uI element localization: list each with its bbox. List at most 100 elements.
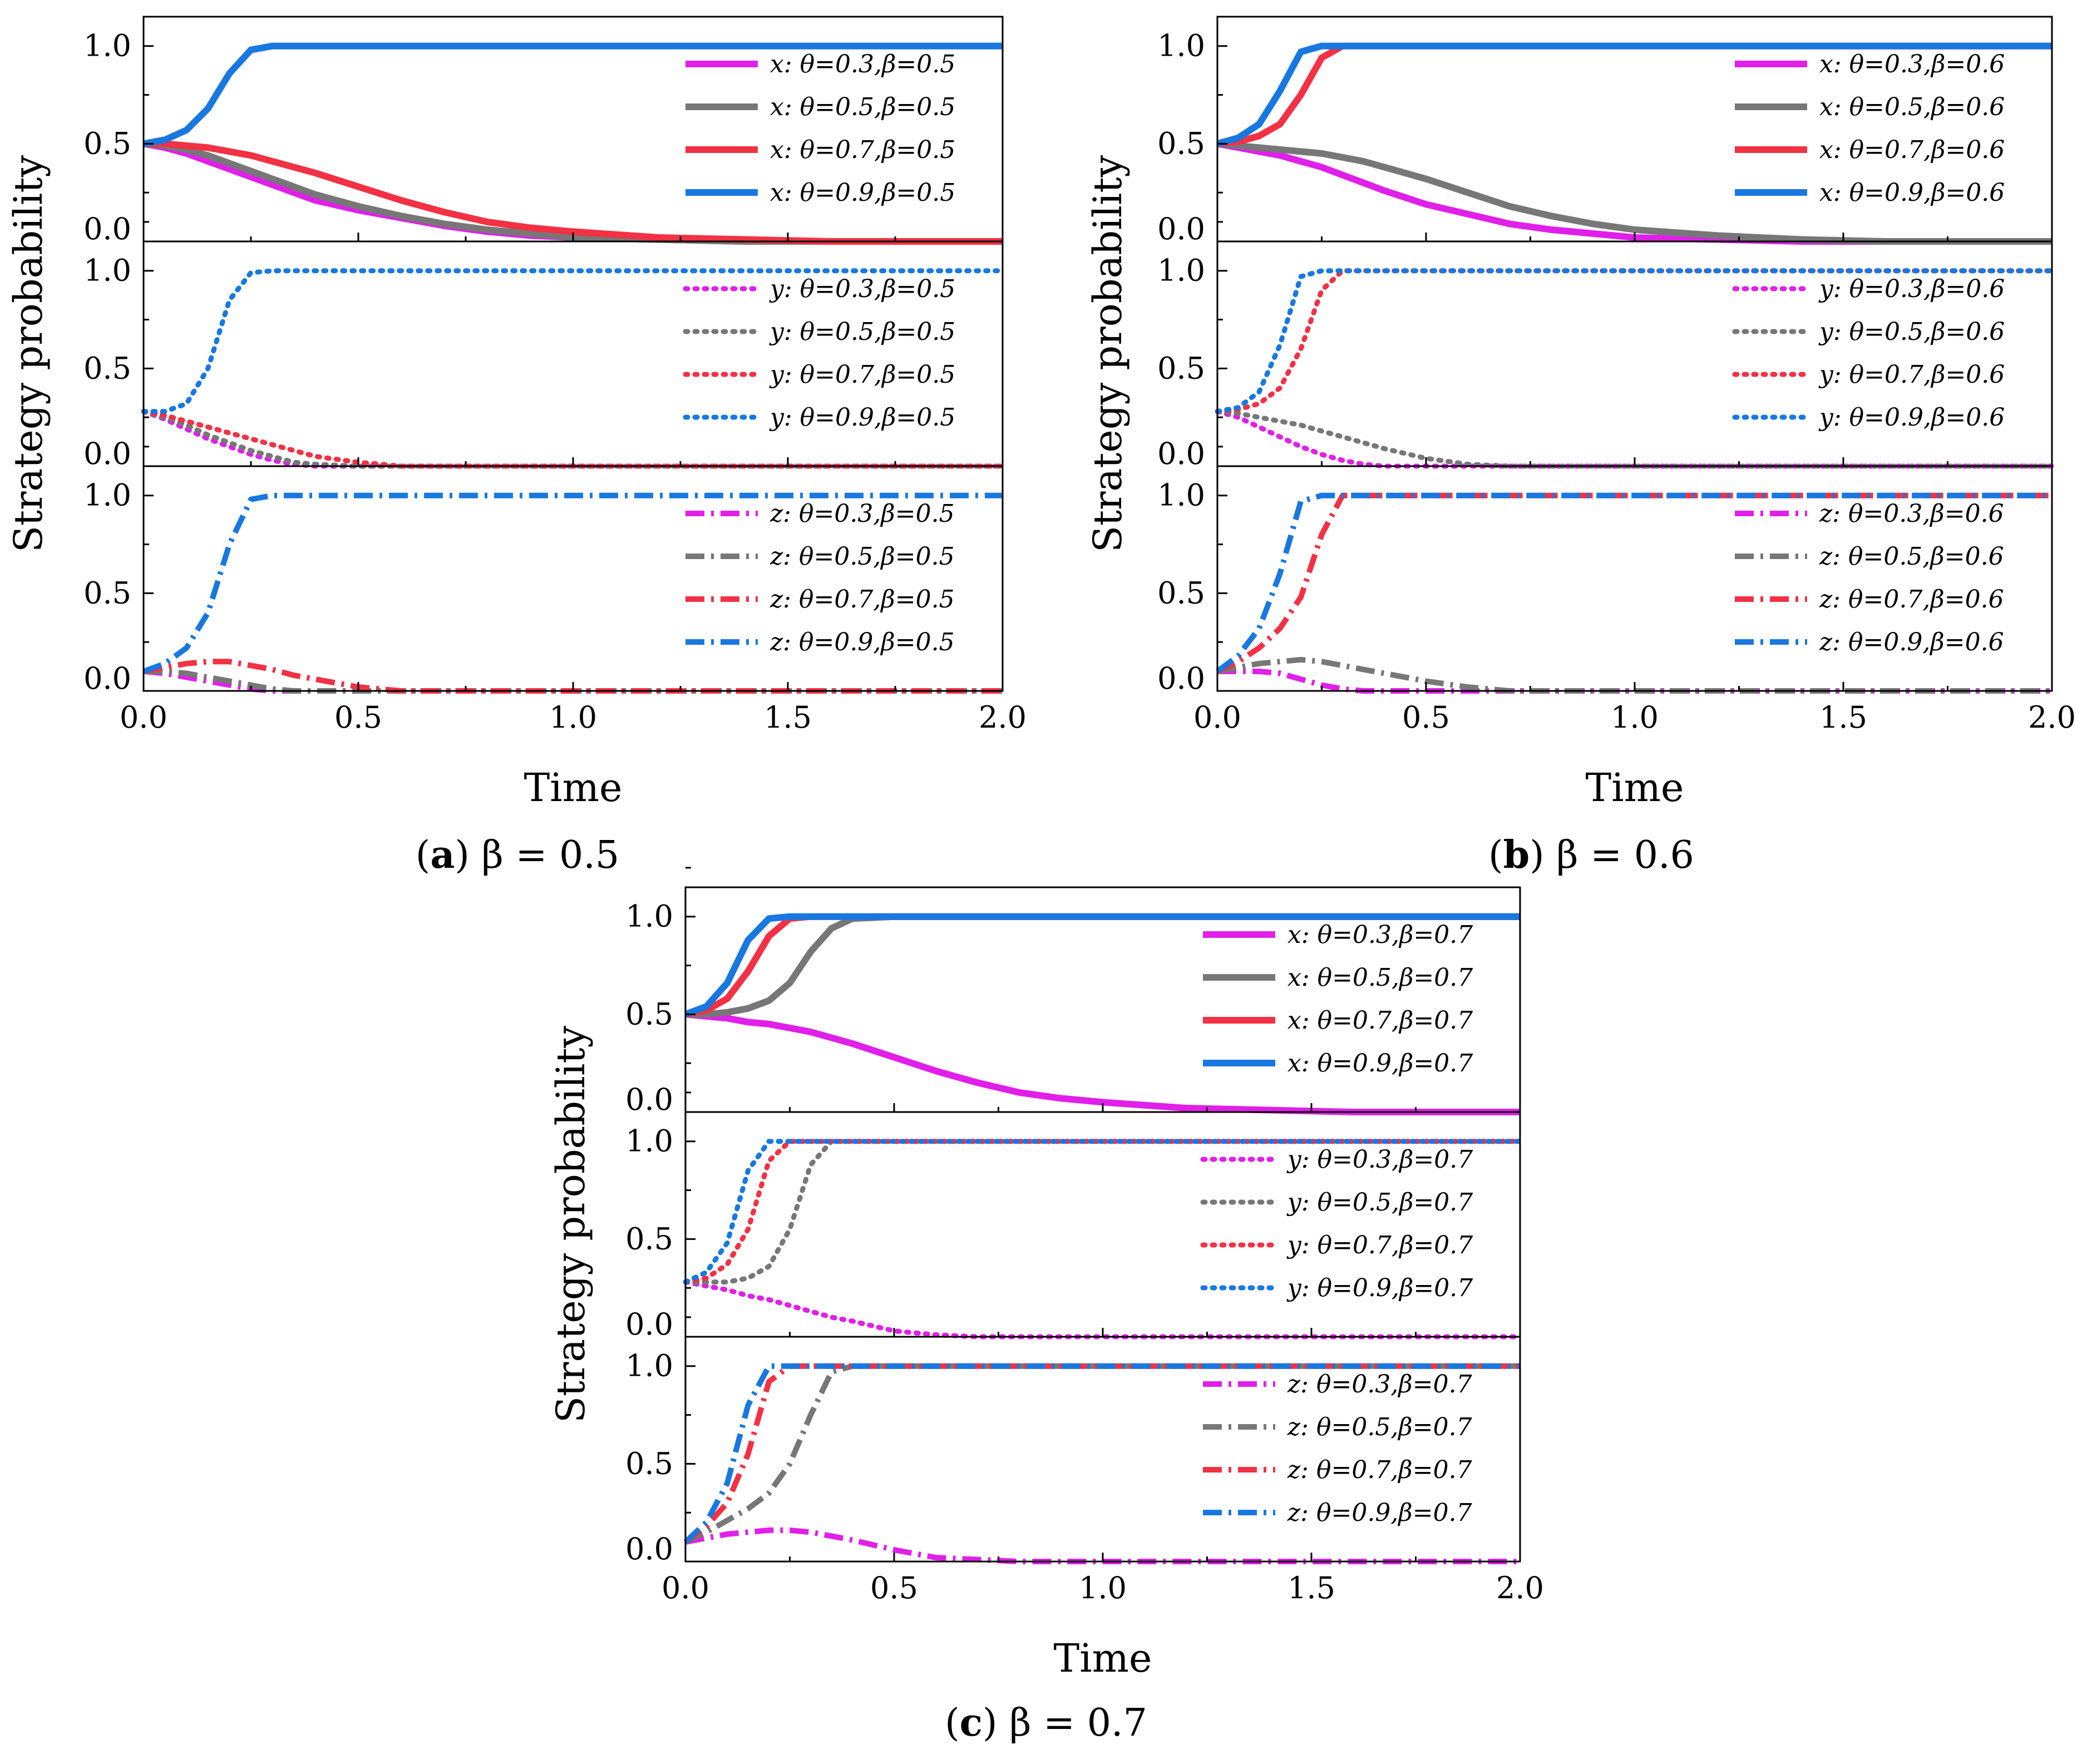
legend-label: x: θ=0.7,β=0.5 bbox=[770, 136, 955, 164]
caption-text: β = 0.7 bbox=[1009, 1701, 1147, 1745]
y-tick-label: 0.0 bbox=[1157, 436, 1205, 471]
y-tick-label: 0.0 bbox=[625, 1082, 673, 1117]
caption-letter: c bbox=[960, 1701, 983, 1745]
legend-label: z: θ=0.9,β=0.5 bbox=[769, 628, 955, 656]
panel-caption: (a) β = 0.5 bbox=[416, 833, 619, 877]
y-tick-label: 0.0 bbox=[625, 1531, 673, 1567]
legend-label: z: θ=0.9,β=0.6 bbox=[1819, 628, 2004, 656]
y-tick-label: 1.0 bbox=[1157, 253, 1205, 288]
legend-label: y: θ=0.5,β=0.6 bbox=[1818, 318, 2005, 346]
legend-label: z: θ=0.5,β=0.7 bbox=[1287, 1413, 1472, 1441]
subplot-c-y: 0.0 0.5 1.0 y: θ=0.3,β=0.7 y: θ=0.5,β=0.7 y: … bbox=[625, 1091, 1523, 1342]
y-axis-title: Strategy probability bbox=[548, 1026, 594, 1424]
legend-label: x: θ=0.9,β=0.7 bbox=[1287, 1049, 1473, 1078]
legend-c-z: z: θ=0.3,β=0.7 z: θ=0.5,β=0.7 z: θ=0.7,β=0… bbox=[1203, 1370, 1472, 1527]
caption-letter: b bbox=[1503, 833, 1530, 877]
y-tick-label: 1.0 bbox=[1157, 28, 1205, 63]
subplot-b-y: 0.00.51.0y: θ=0.3,β=0.6y: θ=0.5,β=0.6y: … bbox=[1157, 221, 2055, 471]
legend-c-x: x: θ=0.3,β=0.7 x: θ=0.5,β=0.7 x: θ=0.7,β=0… bbox=[1203, 921, 1473, 1078]
legend-label: x: θ=0.9,β=0.5 bbox=[770, 179, 955, 207]
y-tick-label: 0.5 bbox=[83, 126, 131, 161]
x-tick-label: 2.0 bbox=[2028, 700, 2076, 735]
y-tick-label: 1.0 bbox=[625, 899, 673, 934]
legend-a-x: x: θ=0.3,β=0.5 x: θ=0.5,β=0.5 x: θ=0.7,β=0… bbox=[685, 50, 955, 207]
legend-label: x: θ=0.3,β=0.6 bbox=[1819, 50, 2005, 78]
legend-label: x: θ=0.5,β=0.6 bbox=[1819, 93, 2005, 121]
series-line-c-x-3 bbox=[684, 913, 1520, 1017]
y-tick-label: 1.0 bbox=[83, 478, 131, 513]
x-tick-label: 0.5 bbox=[1402, 700, 1450, 735]
legend-label: y: θ=0.3,β=0.7 bbox=[1286, 1145, 1473, 1174]
x-tick-label: 0.0 bbox=[120, 700, 167, 735]
series-line-a-z-3 bbox=[142, 492, 1003, 674]
y-tick-label: 1.0 bbox=[83, 28, 131, 63]
series-line-c-y-3 bbox=[683, 1139, 1523, 1285]
series-line-a-y-3 bbox=[141, 268, 1005, 414]
y-tick-label: 1.0 bbox=[1157, 478, 1205, 513]
caption-text: β = 0.5 bbox=[482, 833, 620, 877]
legend-label: y: θ=0.3,β=0.5 bbox=[769, 275, 955, 303]
y-tick-label: 0.5 bbox=[625, 996, 673, 1031]
legend-label: x: θ=0.3,β=0.5 bbox=[770, 50, 955, 78]
legend-label: x: θ=0.7,β=0.7 bbox=[1287, 1006, 1473, 1035]
y-tick-label: 0.0 bbox=[83, 436, 131, 471]
y-tick-label: 0.0 bbox=[83, 661, 131, 696]
series-line-c-x-0 bbox=[685, 1011, 1520, 1115]
y-tick-label: 1.0 bbox=[625, 1348, 673, 1383]
y-tick-label: 1.0 bbox=[625, 1124, 673, 1159]
y-tick-label: 0.5 bbox=[1157, 350, 1205, 386]
series-line-b-x-3 bbox=[1216, 42, 2052, 147]
x-tick-label: 1.0 bbox=[549, 700, 597, 735]
legend-label: y: θ=0.7,β=0.6 bbox=[1818, 360, 2005, 389]
legend-label: z: θ=0.5,β=0.5 bbox=[769, 542, 955, 571]
x-axis-title: Time bbox=[524, 765, 623, 811]
legend-label: z: θ=0.3,β=0.5 bbox=[769, 500, 955, 528]
legend-label: y: θ=0.7,β=0.5 bbox=[769, 360, 955, 389]
series-line-a-x-2 bbox=[144, 140, 1003, 245]
legend-label: y: θ=0.5,β=0.7 bbox=[1286, 1188, 1473, 1217]
y-tick-label: 0.0 bbox=[1157, 211, 1205, 246]
legend-label: z: θ=0.7,β=0.6 bbox=[1819, 585, 2004, 614]
series-line-b-y-2 bbox=[1215, 268, 2055, 414]
series-line-c-z-2 bbox=[684, 1363, 1520, 1544]
legend-label: y: θ=0.9,β=0.5 bbox=[769, 403, 955, 432]
y-tick-label: 0.5 bbox=[625, 1446, 673, 1481]
legend-a-z: z: θ=0.3,β=0.5 z: θ=0.5,β=0.5 z: θ=0.7,β=0… bbox=[685, 500, 955, 656]
legend-c-y: y: θ=0.3,β=0.7 y: θ=0.5,β=0.7 y: θ=0.7,β=0… bbox=[1200, 1145, 1473, 1302]
subplot-c-z: 0.0 0.5 1.0 z: θ=0.3,β=0.7 z: θ=0.5,β=0.7 z: … bbox=[625, 1316, 1521, 1567]
caption-letter: a bbox=[430, 833, 455, 877]
y-tick-label: 0.5 bbox=[83, 575, 131, 610]
x-axis-title: Time bbox=[1586, 765, 1684, 811]
subplot-b-x: 0.00.51.0x: θ=0.3,β=0.6x: θ=0.5,β=0.6x: … bbox=[1157, 16, 2053, 246]
y-tick-label: 0.0 bbox=[625, 1307, 673, 1342]
legend-a-y: y: θ=0.3,β=0.5 y: θ=0.5,β=0.5 y: θ=0.7,β=0… bbox=[683, 275, 955, 432]
legend-label: z: θ=0.7,β=0.5 bbox=[769, 585, 955, 614]
legend-b-y: y: θ=0.3,β=0.6 y: θ=0.5,β=0.6 y: θ=0.7,β=0… bbox=[1732, 275, 2005, 432]
subplot-b-z: 0.00.51.0z: θ=0.3,β=0.6z: θ=0.5,β=0.6z: … bbox=[1157, 446, 2053, 696]
panel-c: 0.0 0.5 1.0 x: θ=0.3,β=0.7x: θ=0.5,β=0.7x: … bbox=[548, 867, 1544, 1745]
y-tick-label: 0.0 bbox=[83, 211, 131, 246]
x-axis-title: Time bbox=[1054, 1635, 1152, 1681]
series-line-b-x-1 bbox=[1217, 140, 2052, 245]
panel-caption: (c) β = 0.7 bbox=[945, 1701, 1147, 1745]
x-tick-label: 2.0 bbox=[979, 700, 1027, 735]
legend-b-x: x: θ=0.3,β=0.6 x: θ=0.5,β=0.6 x: θ=0.7,β=0… bbox=[1735, 50, 2005, 207]
y-axis-title: Strategy probability bbox=[6, 155, 51, 553]
legend-label: y: θ=0.9,β=0.6 bbox=[1818, 403, 2005, 432]
y-axis-title: Strategy probability bbox=[1085, 155, 1131, 553]
x-tick-label: 2.0 bbox=[1496, 1570, 1544, 1605]
legend-label: x: θ=0.3,β=0.7 bbox=[1287, 921, 1473, 949]
x-tick-label: 0.5 bbox=[334, 700, 382, 735]
legend-label: x: θ=0.7,β=0.6 bbox=[1819, 136, 2005, 164]
legend-label: y: θ=0.3,β=0.6 bbox=[1818, 275, 2005, 303]
legend-label: z: θ=0.9,β=0.7 bbox=[1287, 1499, 1472, 1527]
panel-caption: (b) β = 0.6 bbox=[1488, 833, 1694, 877]
x-tick-label: 1.5 bbox=[764, 700, 812, 735]
legend-label: z: θ=0.3,β=0.7 bbox=[1287, 1370, 1472, 1399]
x-tick-label: 0.5 bbox=[870, 1570, 918, 1605]
legend-label: y: θ=0.9,β=0.7 bbox=[1286, 1274, 1473, 1302]
y-tick-label: 1.0 bbox=[83, 253, 131, 288]
y-tick-label: 0.5 bbox=[625, 1221, 673, 1256]
subplot-a-y: 0.00.51.0y: θ=0.3,β=0.5y: θ=0.5,β=0.5y: … bbox=[83, 221, 1005, 471]
